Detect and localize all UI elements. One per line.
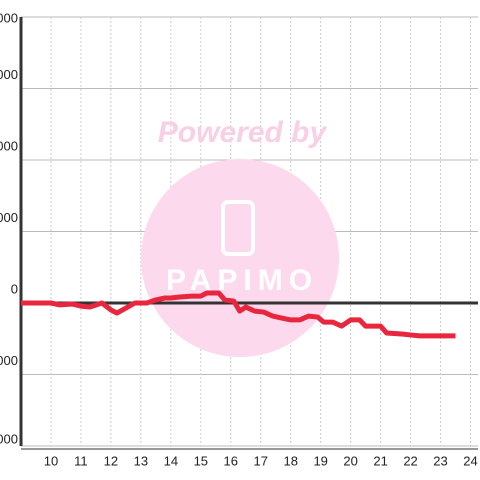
x-tick-label: 19 xyxy=(313,453,327,468)
y-tick-label: 6,000 xyxy=(0,138,18,153)
x-tick-label: 14 xyxy=(164,453,178,468)
x-tick-label: 16 xyxy=(224,453,238,468)
y-tick-label: -3,000 xyxy=(0,353,18,368)
y-tick-label: -6,000 xyxy=(0,431,18,446)
x-tick-label: 10 xyxy=(44,453,58,468)
x-tick-label: 22 xyxy=(403,453,417,468)
x-tick-label: 15 xyxy=(194,453,208,468)
x-tick-label: 21 xyxy=(373,453,387,468)
x-tick-label: 24 xyxy=(463,453,477,468)
x-tick-label: 17 xyxy=(254,453,268,468)
line-series xyxy=(21,290,456,339)
y-tick-label: 3,000 xyxy=(0,210,18,225)
x-tick-label: 20 xyxy=(343,453,357,468)
y-tick-label: 12,000 xyxy=(0,10,18,25)
x-tick-label: 11 xyxy=(74,453,88,468)
x-tick-label: 12 xyxy=(104,453,118,468)
watermark-icon xyxy=(221,200,255,256)
watermark-logo: PAPIMO xyxy=(166,264,318,297)
watermark-circle xyxy=(141,159,339,357)
x-tick-label: 23 xyxy=(433,453,447,468)
watermark-text: Powered by xyxy=(158,116,328,149)
y-tick-label: 0 xyxy=(11,281,18,296)
x-tick-label: 13 xyxy=(134,453,148,468)
watermark: Powered by PAPIMO xyxy=(141,116,339,357)
x-tick-label: 18 xyxy=(283,453,297,468)
y-tick-label: 9,000 xyxy=(0,67,18,82)
